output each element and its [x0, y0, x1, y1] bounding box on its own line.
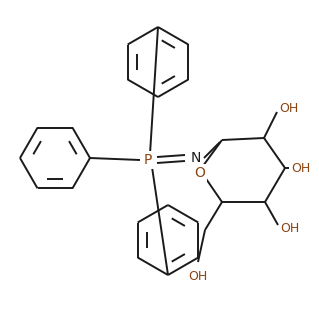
Text: OH: OH [279, 101, 298, 114]
Text: O: O [195, 166, 205, 180]
Text: OH: OH [189, 270, 208, 283]
Text: OH: OH [291, 162, 310, 175]
Text: N: N [191, 151, 201, 165]
Text: OH: OH [280, 222, 299, 236]
Text: P: P [144, 153, 152, 167]
